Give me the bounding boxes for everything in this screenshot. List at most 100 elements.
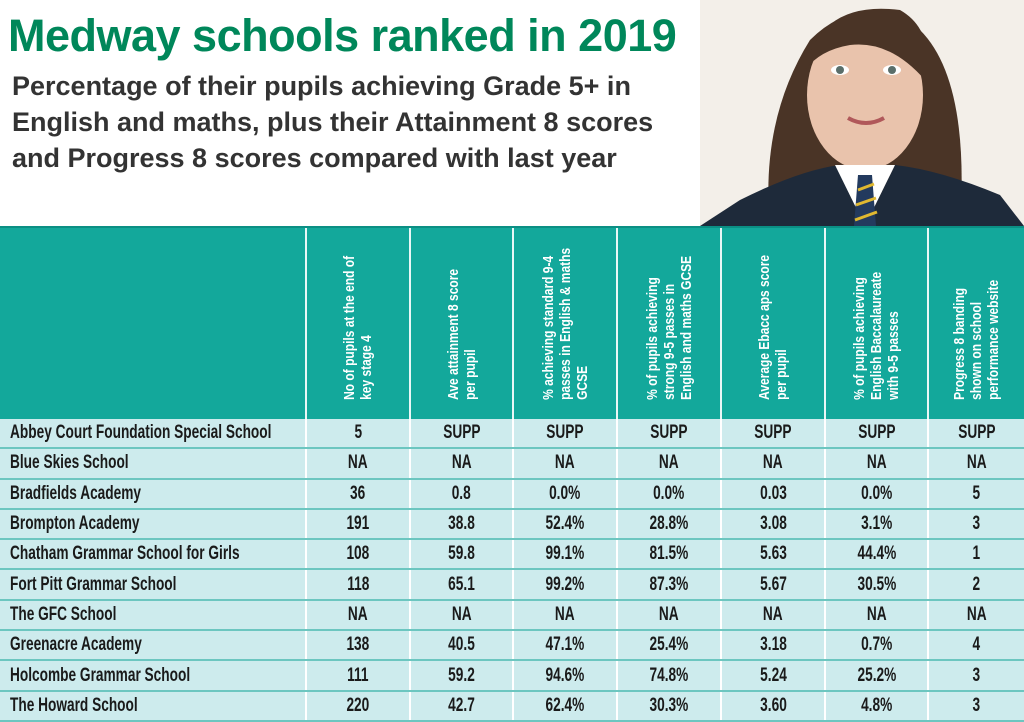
table-row: Blue Skies School NA NA NA NA NA NA NA — [0, 449, 1024, 480]
value-cell: 0.8 — [409, 479, 512, 508]
table-row: Holcombe Grammar School 111 59.2 94.6% 74.8%… — [0, 661, 1024, 692]
header-school — [0, 228, 305, 419]
school-name-cell: Brompton Academy — [10, 513, 140, 535]
table-row: Abbey Court Foundation Special School 5 SU… — [0, 419, 1024, 450]
table-row: The GFC School NA NA NA NA NA NA NA — [0, 600, 1024, 632]
value-cell: 138 — [305, 631, 409, 660]
header-strong-passes: % of pupils achieving strong 9-5 passes … — [616, 228, 720, 419]
school-name-cell: The Howard School — [10, 694, 138, 716]
value-cell: 3 — [927, 509, 1024, 539]
value-cell: NA — [616, 600, 720, 630]
value-cell: 25.2% — [824, 661, 927, 690]
value-cell: 118 — [305, 570, 409, 599]
value-cell: 4 — [927, 631, 1024, 660]
value-cell: 0.7% — [824, 631, 927, 660]
value-cell: 0.0% — [616, 479, 720, 508]
value-cell: 220 — [305, 691, 409, 720]
value-cell: 5 — [927, 479, 1024, 508]
value-cell: 0.03 — [720, 479, 824, 508]
value-cell: NA — [409, 449, 512, 478]
schools-table: No of pupils at the end of key stage 4 A… — [0, 226, 1024, 722]
table-header: No of pupils at the end of key stage 4 A… — [0, 226, 1024, 419]
value-cell: 111 — [305, 661, 409, 690]
school-name-cell: Fort Pitt Grammar School — [10, 573, 177, 595]
value-cell: NA — [512, 449, 616, 478]
value-cell: 5.63 — [720, 540, 824, 569]
value-cell: 3.08 — [720, 509, 824, 539]
value-cell: 59.8 — [409, 540, 512, 569]
value-cell: 30.5% — [824, 570, 927, 599]
value-cell: 4.8% — [824, 691, 927, 720]
value-cell: 0.0% — [512, 479, 616, 508]
value-cell: NA — [512, 600, 616, 630]
value-cell: 5.67 — [720, 570, 824, 599]
value-cell: 65.1 — [409, 570, 512, 599]
table-row: Brompton Academy 191 38.8 52.4% 28.8% 3.08 3.1… — [0, 509, 1024, 541]
value-cell: SUPP — [512, 419, 616, 448]
value-cell: 5.24 — [720, 661, 824, 690]
header-ebacc-passes: % of pupils achieving English Baccalaure… — [824, 228, 927, 419]
value-cell: 87.3% — [616, 570, 720, 599]
value-cell: 3.1% — [824, 509, 927, 539]
value-cell: NA — [305, 600, 409, 630]
value-cell: 99.1% — [512, 540, 616, 569]
value-cell: 52.4% — [512, 509, 616, 539]
value-cell: NA — [409, 600, 512, 630]
school-name-cell: Bradfields Academy — [10, 482, 142, 504]
value-cell: NA — [616, 449, 720, 478]
value-cell: 36 — [305, 479, 409, 508]
value-cell: 0.0% — [824, 479, 927, 508]
school-name-cell: The GFC School — [10, 603, 117, 625]
value-cell: NA — [927, 449, 1024, 478]
table-row: Fort Pitt Grammar School 118 65.1 99.2% 87.3… — [0, 570, 1024, 601]
table-row: Greenacre Academy 138 40.5 47.1% 25.4% 3.18 0.… — [0, 631, 1024, 662]
header-pupils: No of pupils at the end of key stage 4 — [305, 228, 409, 419]
value-cell: 108 — [305, 540, 409, 569]
value-cell: 38.8 — [409, 509, 512, 539]
value-cell: 47.1% — [512, 631, 616, 660]
subtitle: Percentage of their pupils achieving Gra… — [12, 71, 654, 173]
header-attainment8: Ave attainment 8 score per pupil — [409, 228, 512, 419]
value-cell: SUPP — [409, 419, 512, 448]
table-row: The Howard School 220 42.7 62.4% 30.3% 3.60 4.… — [0, 691, 1024, 722]
value-cell: SUPP — [616, 419, 720, 448]
value-cell: NA — [720, 600, 824, 630]
value-cell: NA — [927, 600, 1024, 630]
school-name-cell: Abbey Court Foundation Special School — [10, 422, 272, 444]
value-cell: 62.4% — [512, 691, 616, 720]
table-row: Chatham Grammar School for Girls 108 59.8 9… — [0, 540, 1024, 571]
value-cell: 3 — [927, 661, 1024, 690]
value-cell: 42.7 — [409, 691, 512, 720]
header-progress8: Progress 8 banding shown on school perfo… — [927, 228, 1024, 419]
value-cell: 25.4% — [616, 631, 720, 660]
student-photo — [700, 0, 1024, 226]
header-ebacc-aps: Average Ebacc aps score per pupil — [720, 228, 824, 419]
value-cell: 44.4% — [824, 540, 927, 569]
value-cell: 40.5 — [409, 631, 512, 660]
value-cell: NA — [824, 600, 927, 630]
value-cell: 3.60 — [720, 691, 824, 720]
page-title: Medway schools ranked in 2019 — [8, 10, 677, 61]
value-cell: NA — [824, 449, 927, 478]
value-cell: 28.8% — [616, 509, 720, 539]
table-row: Bradfields Academy 36 0.8 0.0% 0.0% 0.03 0.0% 5 — [0, 479, 1024, 510]
value-cell: SUPP — [824, 419, 927, 448]
value-cell: 81.5% — [616, 540, 720, 569]
value-cell: 59.2 — [409, 661, 512, 690]
value-cell: 74.8% — [616, 661, 720, 690]
value-cell: NA — [720, 449, 824, 478]
value-cell: 191 — [305, 509, 409, 539]
value-cell: 99.2% — [512, 570, 616, 599]
value-cell: 94.6% — [512, 661, 616, 690]
header-standard-passes: % achieving standard 9-4 passes in Engli… — [512, 228, 616, 419]
value-cell: 3 — [927, 691, 1024, 720]
school-name-cell: Holcombe Grammar School — [10, 664, 191, 686]
value-cell: SUPP — [927, 419, 1024, 448]
school-name-cell: Blue Skies School — [10, 452, 129, 474]
value-cell: 5 — [305, 419, 409, 448]
value-cell: SUPP — [720, 419, 824, 448]
value-cell: NA — [305, 449, 409, 478]
value-cell: 1 — [927, 540, 1024, 569]
school-name-cell: Greenacre Academy — [10, 634, 142, 656]
school-name-cell: Chatham Grammar School for Girls — [10, 543, 240, 565]
